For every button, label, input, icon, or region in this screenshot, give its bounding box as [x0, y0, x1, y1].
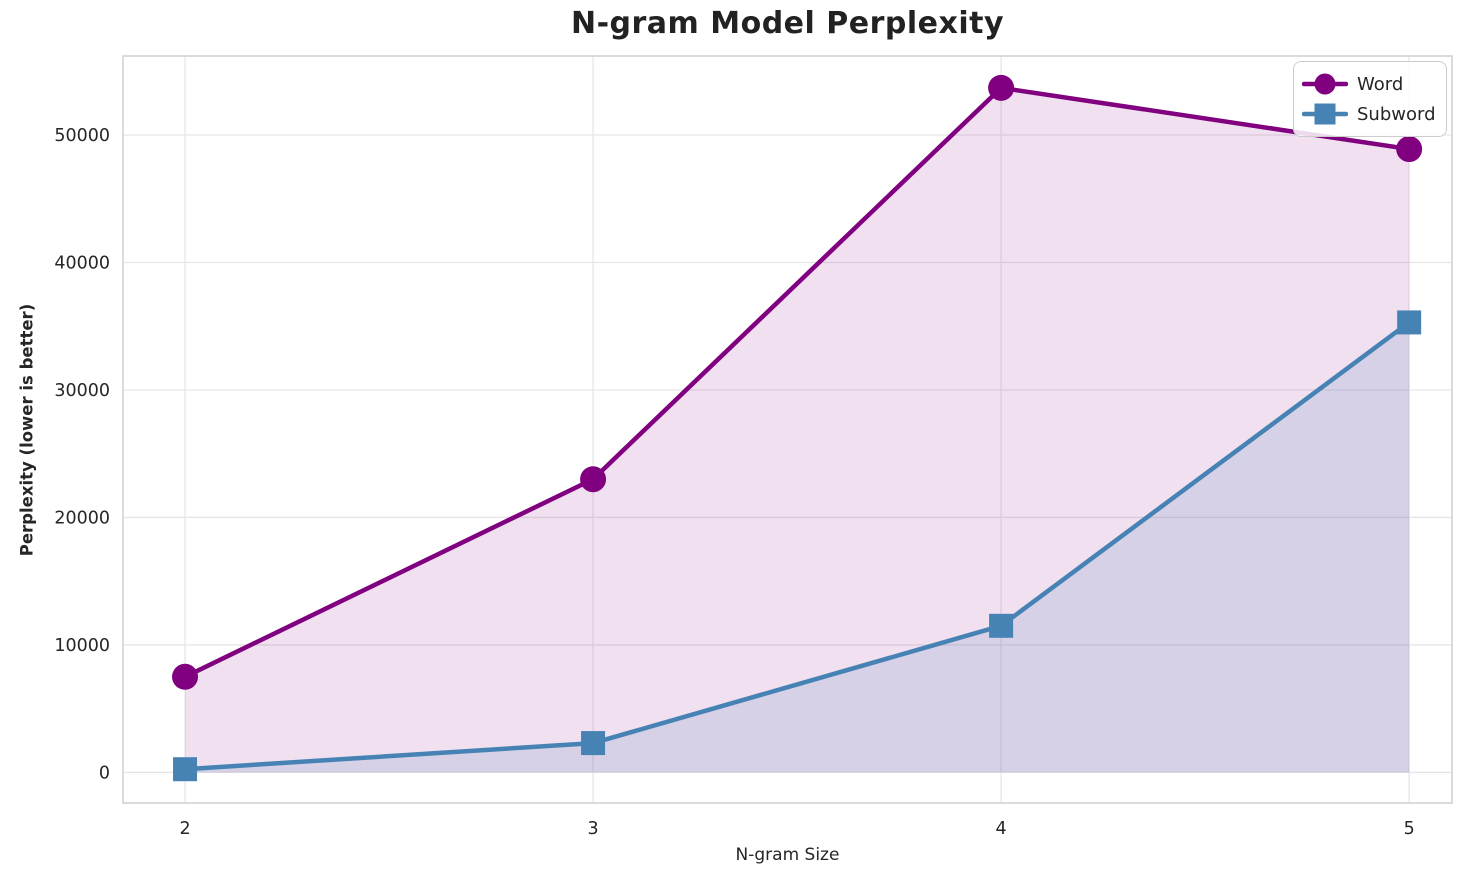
- subword-line: [182, 320, 1412, 772]
- y-tick-label: 20000: [54, 508, 110, 528]
- word-marker: [1396, 136, 1423, 163]
- x-tick-label: 4: [996, 819, 1007, 839]
- subword-area-fill: [185, 322, 1410, 773]
- x-tick-label: 3: [587, 819, 598, 839]
- y-tick-label: 30000: [54, 381, 110, 401]
- subword-marker: [581, 731, 606, 756]
- word-marker: [172, 663, 199, 690]
- y-tick-label: 10000: [54, 636, 110, 656]
- y-tick-label: 40000: [54, 254, 110, 274]
- word-legend-marker-icon: [1302, 73, 1348, 95]
- subword-legend-marker-icon: [1302, 103, 1348, 125]
- legend-label-subword: Subword: [1357, 103, 1436, 125]
- subword-marker: [1397, 310, 1422, 335]
- x-tick-label: 2: [179, 819, 190, 839]
- x-tick-label: 5: [1404, 819, 1415, 839]
- legend-item-subword: Subword: [1302, 99, 1436, 129]
- y-tick-label: 0: [99, 763, 110, 783]
- chart-title: N-gram Model Perplexity: [570, 6, 1005, 41]
- legend-item-word: Word: [1302, 69, 1436, 99]
- word-marker: [988, 74, 1015, 101]
- x-axis-label: N-gram Size: [735, 845, 840, 865]
- word-area-fill: [185, 87, 1410, 773]
- y-tick-label: 50000: [54, 126, 110, 146]
- legend-label-word: Word: [1357, 73, 1404, 95]
- subword-marker: [989, 613, 1014, 638]
- word-marker: [580, 466, 607, 493]
- word-line: [182, 85, 1412, 680]
- legend: Word Subword: [1293, 61, 1447, 137]
- plot-border: [122, 55, 1453, 804]
- subword-marker: [173, 757, 198, 782]
